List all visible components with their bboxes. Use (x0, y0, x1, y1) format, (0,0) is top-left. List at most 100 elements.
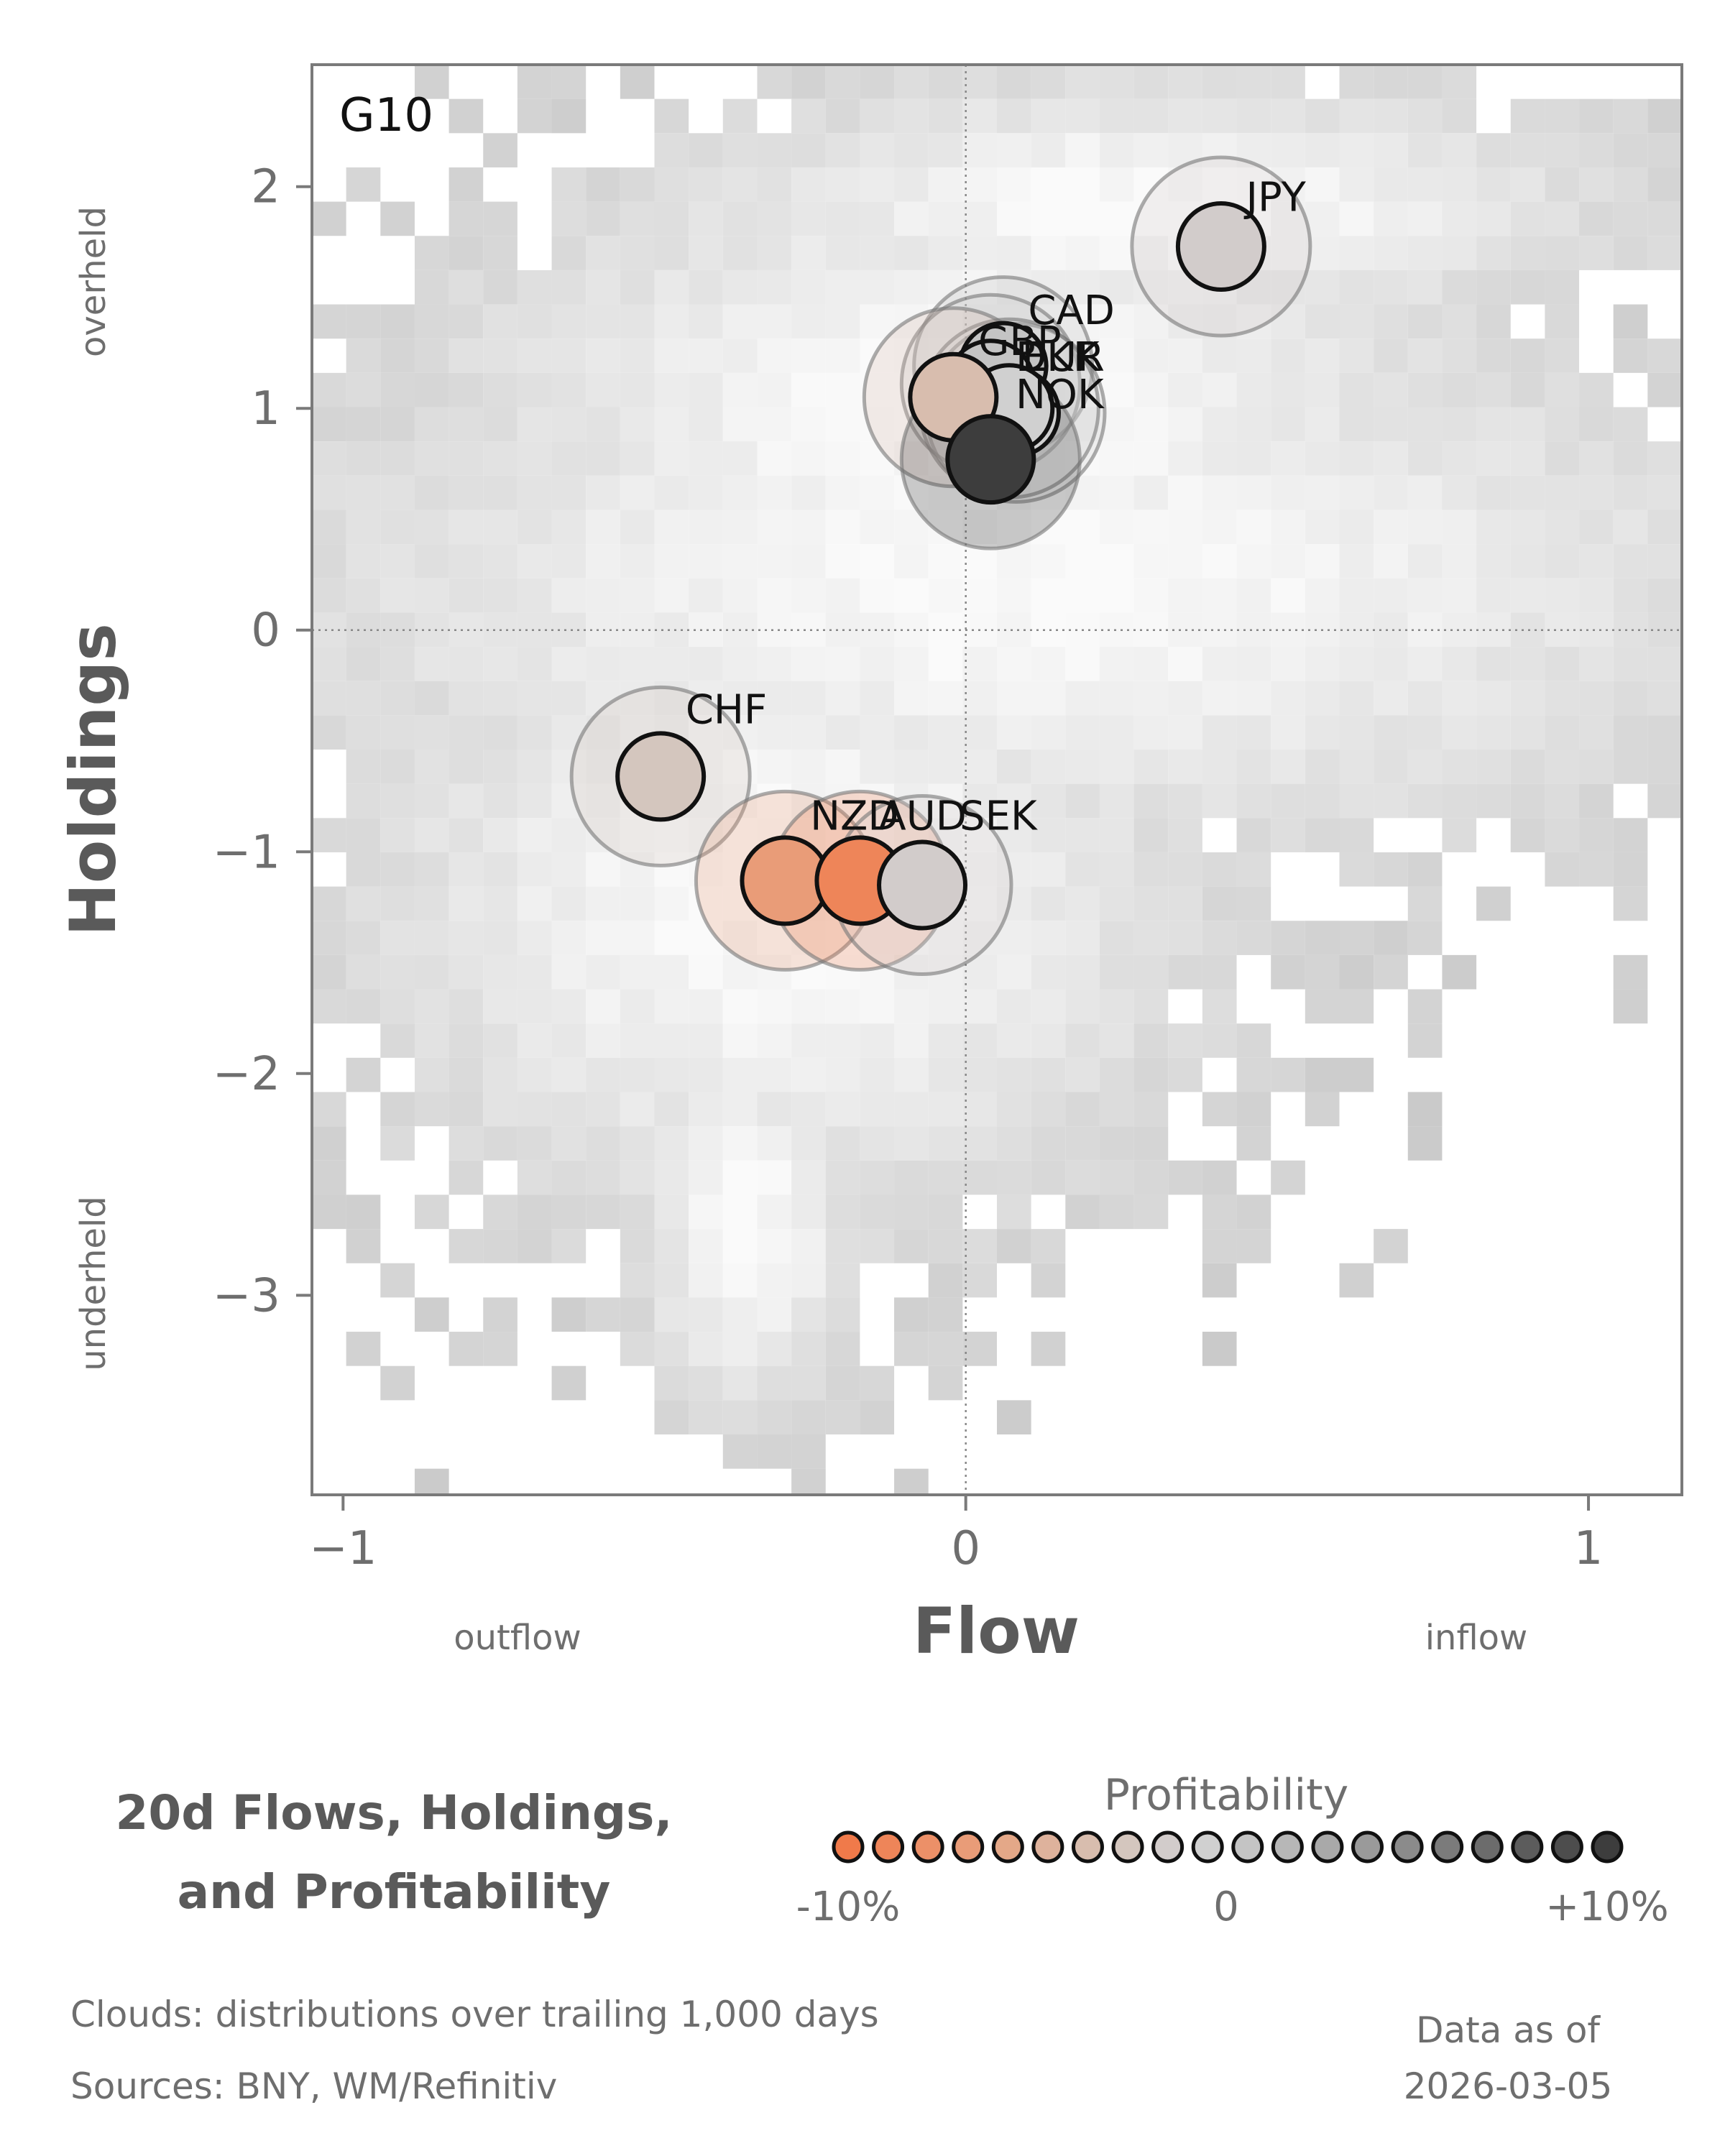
cloud-cell (1031, 1092, 1066, 1127)
cloud-cell (517, 98, 552, 134)
cloud-cell (997, 1023, 1031, 1058)
colorbar-swatch (1071, 1830, 1104, 1864)
cloud-cell (1510, 783, 1545, 819)
cloud-cell (791, 510, 826, 545)
cloud-cell (1031, 647, 1066, 681)
colorbar-high-label: +10% (1545, 1884, 1668, 1930)
cloud-cell (346, 921, 381, 955)
cloud-cell (722, 1126, 758, 1161)
cloud-cell (689, 441, 723, 476)
cloud-cell (551, 886, 586, 921)
cloud-cell (1613, 510, 1648, 545)
cloud-cell (757, 236, 792, 270)
label-sek: SEK (960, 793, 1038, 839)
cloud-cell (620, 475, 655, 510)
cloud-cell (791, 1297, 826, 1332)
cloud-cell (414, 750, 449, 784)
cloud-cell (1305, 681, 1340, 716)
data-as-of-label: Data as of (1416, 2009, 1601, 2051)
cloud-cell (1133, 338, 1169, 373)
cloud-cell (1476, 441, 1511, 476)
cloud-cell (551, 818, 586, 852)
cloud-cell (1339, 98, 1374, 134)
cloud-cell (1305, 407, 1340, 442)
cloud-cell (1168, 167, 1202, 202)
cloud-cell (1579, 407, 1614, 442)
cloud-cell (1168, 65, 1202, 99)
cloud-cell (1168, 578, 1202, 613)
cloud-cell (586, 1160, 620, 1195)
cloud-cell (517, 1229, 552, 1263)
cloud-cell (483, 1126, 518, 1161)
cloud-cell (928, 1332, 963, 1366)
cloud-cell (654, 98, 689, 134)
cloud-cell (1271, 544, 1305, 579)
cloud-cell (1613, 133, 1648, 167)
cloud-cell (997, 1126, 1031, 1161)
cloud-cell (757, 1023, 792, 1058)
cloud-cell (997, 578, 1031, 613)
cloud-cell (1545, 338, 1580, 373)
cloud-cell (1133, 612, 1169, 648)
cloud-cell (825, 750, 860, 784)
cloud-cell (1374, 441, 1408, 476)
cloud-cell (1407, 201, 1443, 236)
cloud-cell (346, 407, 381, 442)
cloud-cell (928, 544, 963, 579)
cloud-cell (1236, 1057, 1271, 1092)
cloud-cell (380, 578, 415, 613)
cloud-cell (483, 1229, 518, 1263)
cloud-cell (997, 1057, 1031, 1092)
cloud-cell (1133, 886, 1169, 921)
cloud-cell (1579, 133, 1614, 167)
cloud-cell (448, 167, 484, 202)
cloud-cell (654, 921, 689, 955)
cloud-cell (1374, 852, 1408, 887)
cloud-cell (928, 1023, 963, 1058)
cloud-cell (1545, 167, 1580, 202)
cloud-cell (689, 989, 723, 1024)
cloud-cell (928, 1160, 963, 1195)
cloud-cell (551, 98, 586, 134)
cloud-cell (1236, 818, 1271, 852)
legend-title-line1: 20d Flows, Holdings, (115, 1785, 672, 1841)
cloud-cell (654, 578, 689, 613)
cloud-cell (1202, 338, 1237, 373)
cloud-cell (1442, 783, 1477, 819)
cloud-cell (860, 338, 895, 373)
cloud-cell (1168, 647, 1202, 681)
cloud-cell (1339, 270, 1374, 305)
cloud-cell (346, 338, 381, 373)
cloud-cell (1099, 441, 1134, 476)
cloud-cell (997, 1229, 1031, 1263)
cloud-cell (620, 372, 655, 407)
colorbar-swatch (1591, 1830, 1624, 1864)
cloud-cell (1579, 852, 1614, 887)
cloud-cell (586, 236, 620, 270)
cloud-cell (825, 133, 860, 167)
cloud-cell (722, 1057, 758, 1092)
y-tick-label: 1 (251, 382, 280, 436)
cloud-cell (825, 647, 860, 681)
cloud-cell (1236, 1194, 1271, 1230)
cloud-cell (860, 1160, 895, 1195)
cloud-cell (1374, 750, 1408, 784)
cloud-cell (1374, 1229, 1408, 1263)
cloud-cell (722, 304, 758, 339)
cloud-cell (620, 338, 655, 373)
cloud-cell (380, 681, 415, 716)
cloud-cell (825, 1365, 860, 1401)
cloud-cell (483, 475, 518, 510)
cloud-cell (551, 989, 586, 1024)
cloud-cell (894, 1229, 929, 1263)
cloud-cell (757, 65, 792, 99)
cloud-cell (1065, 578, 1100, 613)
cloud-cell (448, 852, 484, 887)
cloud-cell (586, 167, 620, 202)
cloud-cell (1133, 544, 1169, 579)
cloud-cell (517, 1092, 552, 1127)
cloud-cell (654, 133, 689, 167)
cloud-cell (1407, 98, 1443, 134)
cloud-cell (1133, 1092, 1169, 1127)
cloud-cell (380, 954, 415, 990)
